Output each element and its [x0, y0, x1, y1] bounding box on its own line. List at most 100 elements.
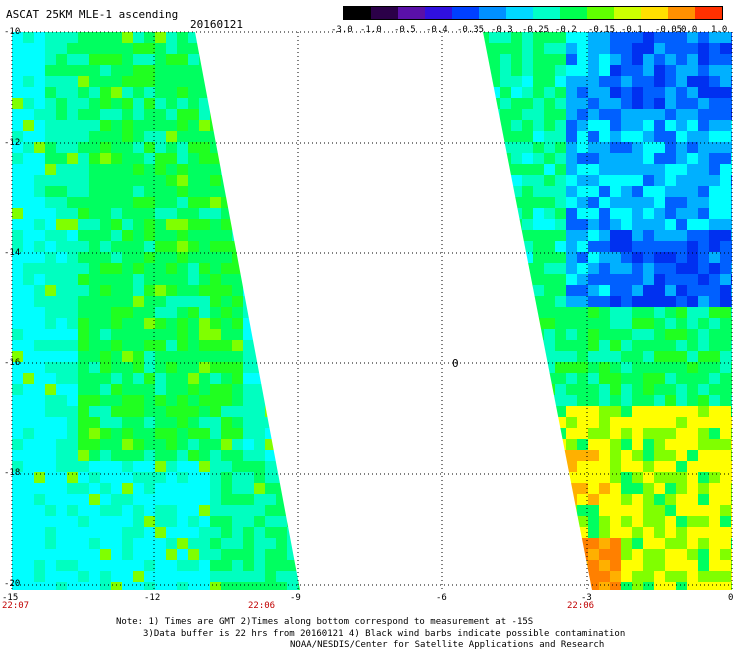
swath-cell: [56, 483, 67, 494]
swath-cell: [555, 384, 566, 395]
swath-cell: [621, 241, 632, 252]
swath-cell: [489, 296, 500, 307]
lat-lon-grid: [11, 31, 733, 590]
swath-cell: [144, 32, 155, 43]
swath-cell: [111, 417, 122, 428]
swath-cell: [89, 153, 100, 164]
swath-cell: [544, 351, 555, 362]
swath-cell: [265, 109, 276, 120]
swath-cell: [210, 582, 221, 590]
swath-cell: [188, 560, 199, 571]
swath-cell: [155, 549, 166, 560]
swath-cell: [23, 65, 34, 76]
swath-cell: [533, 384, 544, 395]
swath-cell: [500, 329, 511, 340]
swath-cell: [533, 428, 544, 439]
swath-cell: [122, 142, 133, 153]
swath-cell: [566, 395, 577, 406]
swath-cell: [654, 318, 665, 329]
swath-cell: [489, 252, 500, 263]
swath-cell: [555, 582, 566, 590]
swath-cell: [210, 307, 221, 318]
swath-cell: [643, 76, 654, 87]
swath-cell: [720, 351, 731, 362]
swath-cell: [720, 131, 731, 142]
swath-cell: [298, 208, 300, 219]
swath-cell: [687, 406, 698, 417]
swath-cell: [232, 32, 243, 43]
swath-cell: [188, 197, 199, 208]
swath-cell: [709, 43, 720, 54]
swath-cell: [588, 439, 599, 450]
swath-cell: [621, 43, 632, 54]
swath-cell: [276, 43, 287, 54]
swath-cell: [34, 230, 45, 241]
swath-cell: [210, 32, 221, 43]
swath-cell: [665, 164, 676, 175]
product-date: 20160121: [190, 18, 243, 31]
swath-cell: [166, 32, 177, 43]
swath-cell: [287, 274, 298, 285]
swath-cell: [56, 285, 67, 296]
swath-cell: [166, 263, 177, 274]
swath-cell: [265, 560, 276, 571]
swath-cell: [265, 549, 276, 560]
swath-cell: [23, 219, 34, 230]
swath-cell: [287, 505, 298, 516]
swath-cell: [632, 417, 643, 428]
swath-cell: [45, 373, 56, 384]
swath-cell: [12, 252, 23, 263]
swath-cell: [56, 98, 67, 109]
swath-cell: [500, 230, 511, 241]
swath-cell: [483, 472, 489, 483]
swath-cell: [221, 252, 232, 263]
swath-cell: [533, 549, 544, 560]
swath-cell: [12, 109, 23, 120]
swath-cell: [500, 87, 511, 98]
swath-cell: [100, 351, 111, 362]
swath-cell: [122, 285, 133, 296]
swath-cell: [698, 406, 709, 417]
swath-cell: [210, 384, 221, 395]
swath-cell: [298, 98, 300, 109]
swath-cell: [243, 65, 254, 76]
swath-cell: [665, 307, 676, 318]
swath-cell: [489, 241, 500, 252]
swath-cell: [144, 505, 155, 516]
swath-cell: [621, 175, 632, 186]
swath-cell: [67, 582, 78, 590]
swath-cell: [687, 571, 698, 582]
swath-cell: [511, 494, 522, 505]
swath-cell: [709, 472, 720, 483]
swath-cell: [665, 362, 676, 373]
swath-cell: [276, 318, 287, 329]
swath-cell: [45, 65, 56, 76]
swath-cell: [34, 450, 45, 461]
swath-cell: [489, 263, 500, 274]
swath-cell: [133, 76, 144, 87]
swath-cell: [654, 230, 665, 241]
swath-cell: [500, 318, 511, 329]
swath-cell: [555, 373, 566, 384]
swath-cell: [232, 263, 243, 274]
swath-cell: [522, 252, 533, 263]
swath-cell: [588, 340, 599, 351]
swath-cell: [111, 32, 122, 43]
swath-cell: [166, 252, 177, 263]
swath-cell: [511, 340, 522, 351]
swath-cell: [665, 395, 676, 406]
swath-cell: [45, 340, 56, 351]
swath-cell: [555, 527, 566, 538]
swath-cell: [621, 296, 632, 307]
swath-cell: [500, 186, 511, 197]
swath-cell: [665, 582, 676, 590]
swath-cell: [676, 461, 687, 472]
swath-cell: [698, 351, 709, 362]
swath-cell: [676, 494, 687, 505]
swath-cell: [533, 274, 544, 285]
swath-cell: [221, 505, 232, 516]
swath-cell: [566, 373, 577, 384]
swath-cell: [89, 494, 100, 505]
swath-cell: [500, 219, 511, 230]
swath-cell: [144, 351, 155, 362]
